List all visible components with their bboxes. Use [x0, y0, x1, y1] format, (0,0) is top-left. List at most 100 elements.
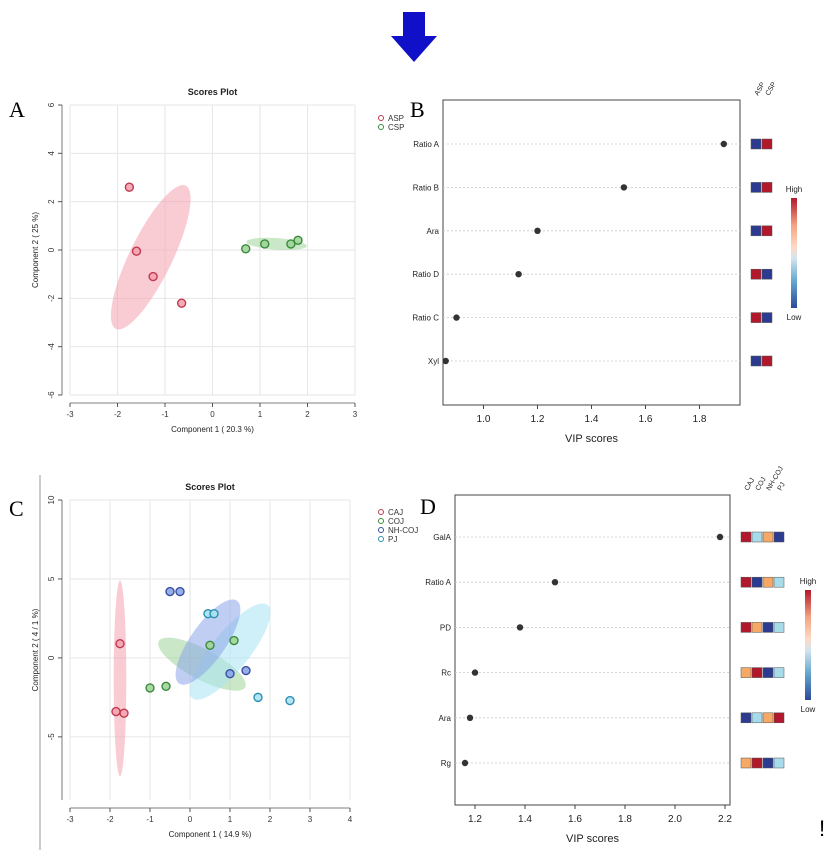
scores-a-title: Scores Plot	[188, 87, 238, 97]
scores-c-legend-label: CAJ	[388, 508, 403, 517]
scores-a-point-asp	[176, 298, 187, 308]
scores-a-point-asp	[148, 271, 158, 282]
scores-c-point-coj	[229, 635, 239, 646]
vip-b-heat-cell	[750, 225, 762, 237]
vip-d-vip-point	[461, 759, 469, 767]
scores-a-y-tick-label: 6	[47, 102, 56, 107]
vip-b-x-tick-label: 1.6	[639, 414, 653, 425]
scores-a-y-tick-label: -4	[47, 343, 56, 351]
scores-c-y-tick-label: -5	[47, 733, 56, 741]
scores-a-point-csp	[286, 239, 296, 249]
scores-a-legend-marker	[378, 124, 384, 130]
vip-b-heat-cell	[750, 138, 762, 150]
vip-d-feature-label: GalA	[433, 533, 451, 542]
scores-c-legend-marker	[378, 536, 384, 542]
vip-b-vip-point	[620, 184, 628, 191]
vip-d-heat-cell	[751, 757, 763, 769]
scores-c-y-tick-label: 0	[47, 655, 56, 660]
vip-b-x-tick-label: 1.8	[693, 414, 707, 425]
vip-b-heat-cell	[750, 355, 762, 367]
vip-d-feature-label: Rc	[441, 669, 451, 678]
scores-c-x-tick-label: 2	[268, 815, 273, 824]
scores-a-x-tick-label: 0	[210, 410, 215, 419]
vip-d-feature-label: Rg	[441, 759, 451, 768]
scores-c-legend-label: NH-COJ	[388, 526, 418, 535]
scores-a-point-csp	[241, 244, 251, 254]
vip-b-vip-point	[534, 227, 541, 234]
vip-b-heat-cell	[761, 182, 773, 193]
vip-d-heat-cell	[751, 576, 763, 588]
vip-d-x-label: VIP scores	[566, 833, 619, 845]
vip-d-heat-cell	[762, 622, 774, 633]
scores-c-y-tick-label: 5	[47, 576, 56, 581]
scores-a-x-tick-label: -2	[114, 410, 122, 419]
vip-d-heat-cell	[762, 667, 774, 678]
scores-c-point-coj	[145, 683, 155, 693]
vip-d-scale-high: High	[800, 577, 816, 586]
scores-c-point-nh-coj	[165, 586, 175, 597]
vip-d-heat-cell	[740, 667, 752, 678]
vip-d-vip-point	[471, 669, 479, 676]
scores-c-point-pj	[285, 695, 295, 706]
scores-a-legend-label: CSP	[388, 123, 404, 132]
vip-b-frame	[442, 99, 741, 406]
panel-label-c: C	[9, 496, 24, 521]
scores-c-ellipse-pj	[189, 603, 271, 700]
scores-c-x-tick-label: 1	[228, 815, 233, 824]
vip-d-feature-label: PD	[440, 623, 451, 632]
vip-d-heat-cell	[762, 757, 774, 769]
scores-c-x-tick-label: -3	[66, 815, 74, 824]
scores-a-x-tick-label: -3	[66, 410, 74, 419]
vip-d-heat-cell	[762, 712, 774, 724]
scores-c-point-nh-coj	[225, 668, 235, 679]
scores-a-point-csp	[293, 235, 303, 246]
vip-d-x-tick-label: 1.2	[468, 814, 482, 825]
vip-b-heat-cell	[761, 138, 773, 150]
scores-c-legend-marker	[378, 518, 384, 524]
vip-b-heat-cell	[761, 225, 773, 237]
scores-a-point-asp	[124, 182, 135, 192]
vip-b-vip-point	[453, 314, 460, 321]
scores-c-title: Scores Plot	[185, 482, 235, 492]
scores-c-x-tick-label: -1	[146, 815, 154, 824]
vip-d-heat-cell	[762, 531, 774, 543]
scores-c-point-nh-coj	[175, 586, 185, 597]
scores-a-x-tick-label: 2	[305, 410, 310, 419]
vip-d-heat-cell	[740, 757, 752, 769]
vip-b-feature-label: Ratio B	[413, 183, 439, 192]
scores-c-y-tick-label: 10	[47, 495, 56, 504]
scores-c-point-pj	[253, 692, 263, 703]
scores-c-ellipse-caj	[113, 580, 127, 777]
vip-d-heat-cell	[740, 712, 752, 724]
vip-d-heat-cell	[751, 712, 763, 724]
scores-a-y-tick-label: 4	[47, 151, 56, 156]
vip-b-x-tick-label: 1.2	[531, 414, 545, 425]
scores-a-y-tick-label: -2	[47, 294, 56, 302]
scores-c-point-caj	[119, 708, 129, 718]
scores-a-x-label: Component 1 ( 20.3 %)	[171, 425, 254, 434]
vip-d-scale-low: Low	[801, 705, 816, 714]
vip-d-group-label: CAJ	[744, 477, 757, 492]
vip-b-vip-point	[442, 357, 449, 365]
vip-b-heat-cell	[750, 182, 762, 193]
vip-d-group-label: PJ	[777, 481, 787, 492]
vip-d-x-tick-label: 1.8	[618, 814, 632, 825]
vip-d-x-tick-label: 2.2	[718, 814, 732, 825]
vip-d-heat-cell	[740, 576, 752, 588]
scores-a-x-tick-label: 1	[258, 410, 263, 419]
scores-c-x-tick-label: -2	[106, 815, 114, 824]
vip-b-x-tick-label: 1.4	[585, 414, 599, 425]
scores-c-point-caj	[115, 638, 125, 649]
vip-d-heat-cell	[773, 531, 785, 543]
scores-c-point-pj	[209, 608, 219, 619]
vip-d-vip-point	[466, 714, 474, 721]
vip-d-vip-point	[716, 533, 724, 541]
vip-d-vip-point	[516, 624, 524, 631]
scores-a-ellipse-asp	[110, 184, 191, 330]
scores-a-point-asp	[131, 246, 142, 256]
scores-c-legend-marker	[378, 509, 384, 515]
scores-c-x-tick-label: 0	[188, 815, 193, 824]
scores-a-y-tick-label: 2	[47, 199, 56, 204]
